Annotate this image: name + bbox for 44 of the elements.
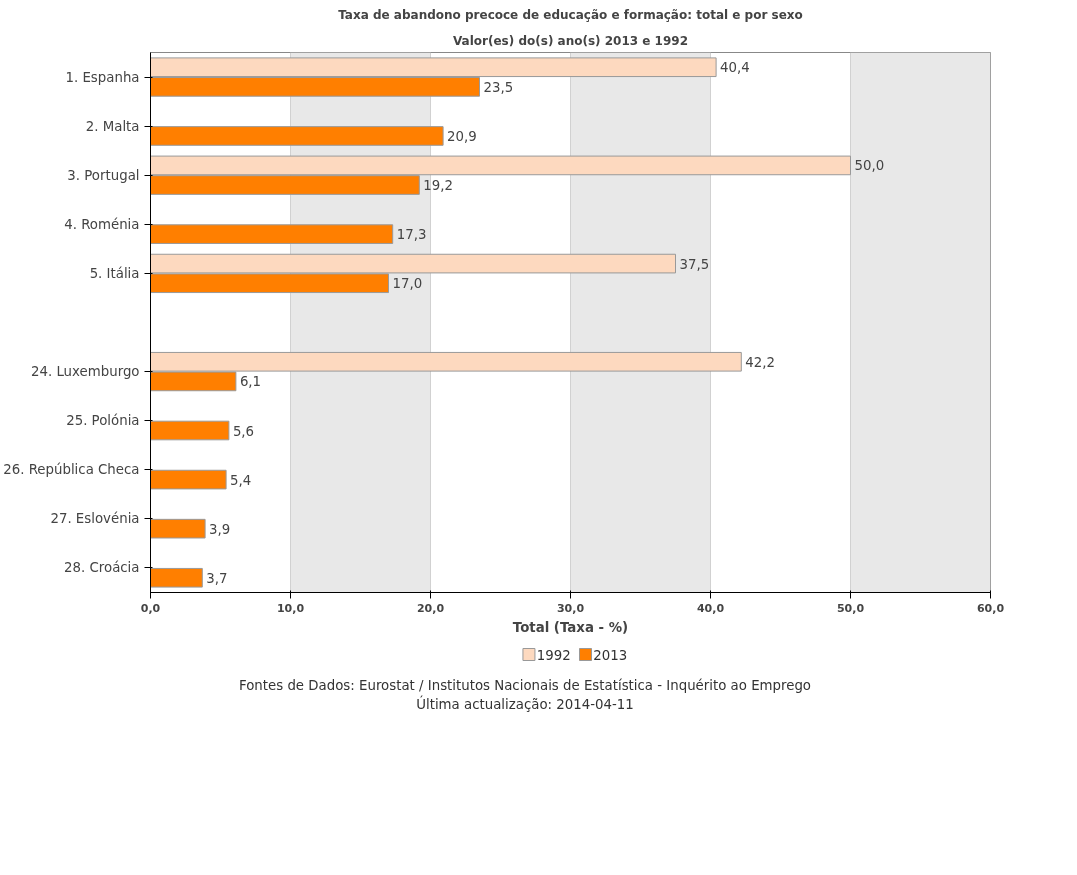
x-tick-label: 20,0 — [416, 601, 445, 615]
data-label: 3,7 — [206, 570, 228, 586]
bar — [150, 126, 444, 146]
x-tick-label: 60,0 — [976, 601, 1005, 615]
y-tick-label: 24. Luxemburgo — [31, 364, 140, 380]
y-tick-label: 3. Portugal — [67, 167, 140, 183]
y-tick-label: 4. Roménia — [64, 216, 140, 232]
data-label: 17,0 — [392, 276, 423, 292]
data-label: 6,1 — [239, 374, 262, 390]
chart-title: Taxa de abandono precoce de educação e formação: total e por sexo — [338, 7, 803, 22]
x-tick-label: 40,0 — [696, 601, 725, 615]
text: Última actualização: 2014-04-11 — [416, 697, 634, 713]
data-label: 17,3 — [396, 227, 427, 243]
bar — [150, 469, 227, 490]
data-label: 23,5 — [483, 79, 514, 95]
y-tick-label: 25. Polónia — [66, 413, 140, 429]
legend-label: 2013 — [593, 647, 628, 663]
chart-subtitle: Valor(es) do(s) ano(s) 2013 e 1992 — [452, 33, 689, 48]
x-tick-label: 0,0 — [140, 601, 161, 615]
bar — [150, 518, 206, 539]
bar — [150, 567, 203, 588]
y-tick-label: 1. Espanha — [65, 69, 140, 85]
y-tick-label: 28. Croácia — [64, 560, 140, 576]
data-label: 37,5 — [679, 256, 710, 272]
data-label: 5,4 — [230, 472, 252, 488]
data-label: 42,2 — [745, 354, 775, 370]
legend-label: 1992 — [536, 647, 571, 663]
data-label: 50,0 — [854, 158, 885, 174]
x-axis-title: Total (Taxa - %) — [512, 619, 629, 635]
data-label: 20,9 — [447, 128, 477, 144]
y-tick-label: 26. República Checa — [3, 462, 140, 478]
data-label: 40,4 — [720, 60, 750, 76]
bar — [150, 224, 394, 244]
data-label: 5,6 — [232, 423, 255, 439]
x-tick-label: 30,0 — [556, 601, 585, 615]
x-tick-label: 10,0 — [276, 601, 305, 615]
bar — [150, 420, 230, 441]
y-tick-label: 2. Malta — [85, 118, 140, 134]
text: Fontes de Dados: Eurostat / Institutos Nacionais de Estatística - Inquérito ao Emprego — [239, 678, 811, 693]
data-label: 3,9 — [209, 521, 231, 537]
x-tick-label: 50,0 — [836, 601, 865, 615]
y-tick-label: 5. Itália — [89, 265, 140, 281]
y-tick-label: 27. Eslovénia — [50, 511, 140, 527]
data-label: 19,2 — [423, 178, 453, 194]
